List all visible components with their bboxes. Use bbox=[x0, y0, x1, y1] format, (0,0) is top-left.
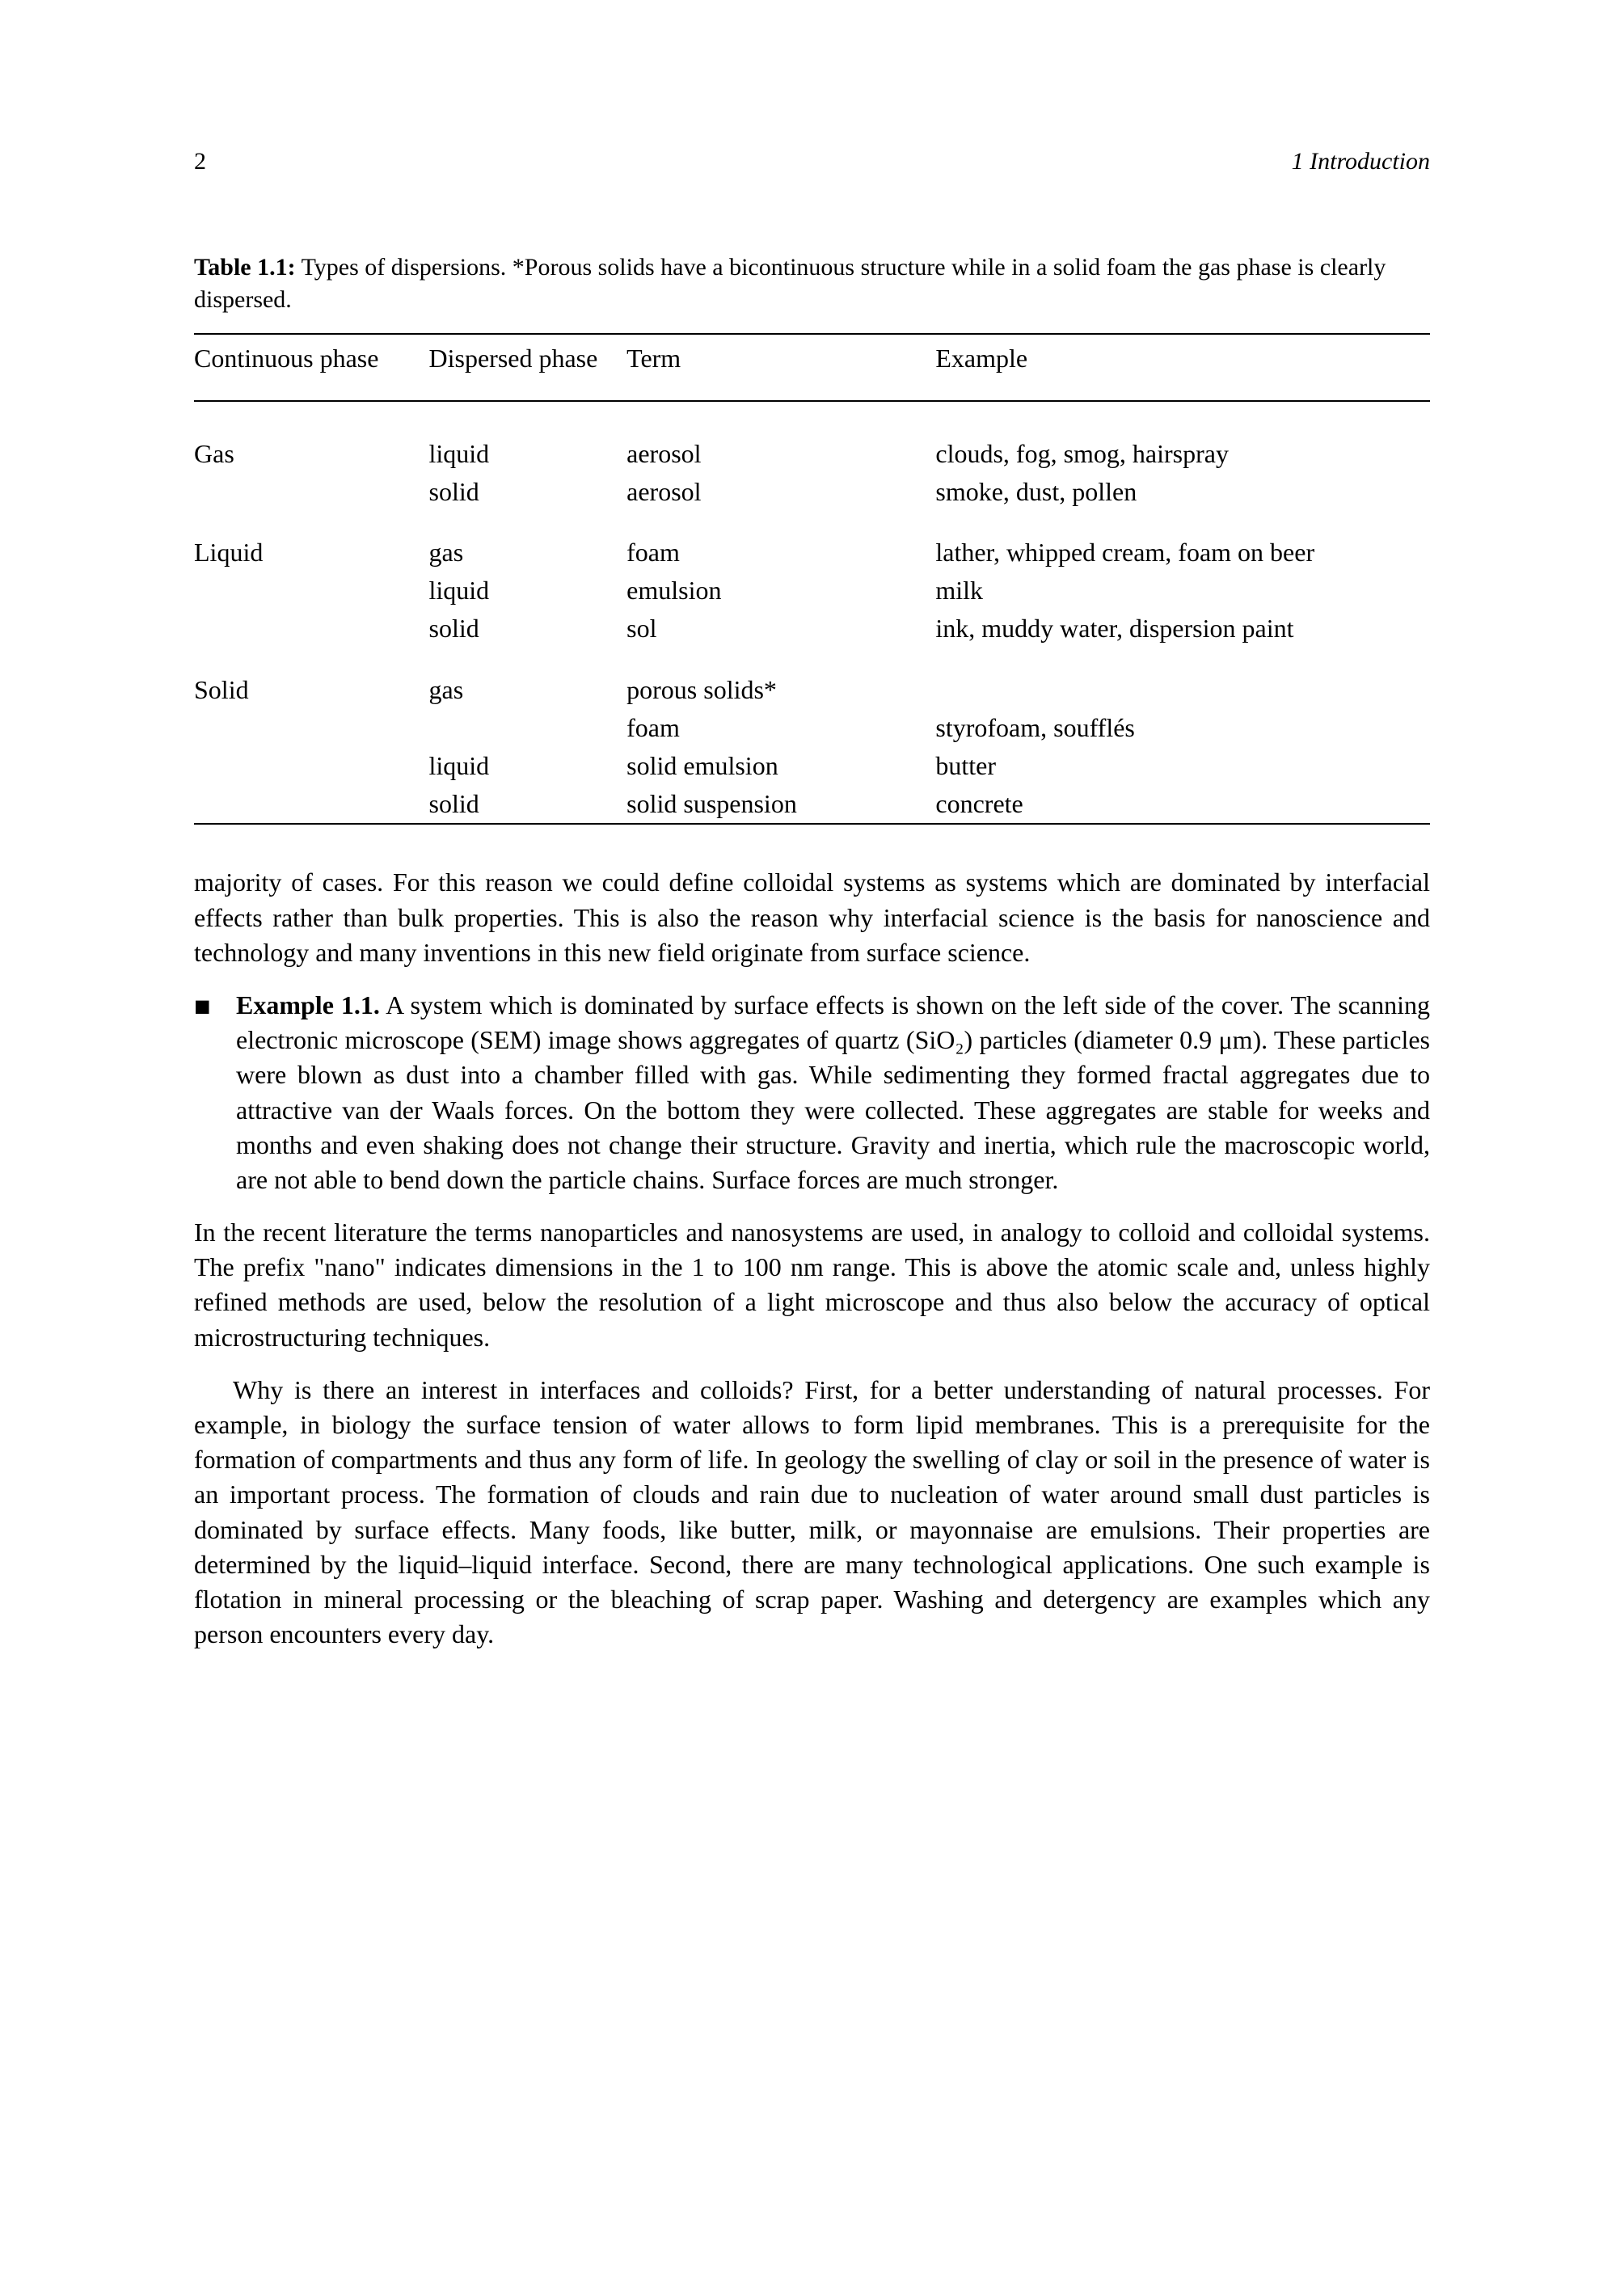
page-header: 2 1 Introduction bbox=[194, 146, 1430, 179]
table-row: solid aerosol smoke, dust, pollen bbox=[194, 473, 1430, 511]
cell: Liquid bbox=[194, 534, 429, 572]
chapter-label: 1 Introduction bbox=[1292, 146, 1430, 179]
cell: liquid bbox=[429, 435, 627, 473]
example-body: A system which is dominated by surface e… bbox=[236, 990, 1430, 1194]
col-continuous: Continuous phase bbox=[194, 334, 429, 401]
cell: ink, muddy water, dispersion paint bbox=[935, 610, 1430, 648]
cell: Gas bbox=[194, 435, 429, 473]
group-gap bbox=[194, 412, 1430, 435]
cell: liquid bbox=[429, 572, 627, 610]
table-row: liquid emulsion milk bbox=[194, 572, 1430, 610]
table-caption-text: Types of dispersions. *Porous solids hav… bbox=[194, 254, 1386, 314]
cell: solid bbox=[429, 785, 627, 824]
cell: styrofoam, soufflés bbox=[935, 709, 1430, 747]
cell: Solid bbox=[194, 671, 429, 709]
col-dispersed: Dispersed phase bbox=[429, 334, 627, 401]
cell: aerosol bbox=[626, 435, 935, 473]
table-row: Gas liquid aerosol clouds, fog, smog, ha… bbox=[194, 435, 1430, 473]
cell: lather, whipped cream, foam on beer bbox=[935, 534, 1430, 572]
table-row: solid sol ink, muddy water, dispersion p… bbox=[194, 610, 1430, 648]
table-caption-label: Table 1.1: bbox=[194, 254, 296, 281]
cell: solid bbox=[429, 610, 627, 648]
cell bbox=[194, 709, 429, 747]
dispersions-table: Continuous phase Dispersed phase Term Ex… bbox=[194, 333, 1430, 825]
table-row: Liquid gas foam lather, whipped cream, f… bbox=[194, 534, 1430, 572]
paragraph-2: In the recent literature the terms nanop… bbox=[194, 1215, 1430, 1355]
example-label: Example 1.1. bbox=[236, 990, 380, 1019]
cell: gas bbox=[429, 534, 627, 572]
cell: smoke, dust, pollen bbox=[935, 473, 1430, 511]
cell bbox=[194, 610, 429, 648]
cell bbox=[194, 785, 429, 824]
cell bbox=[429, 709, 627, 747]
col-term: Term bbox=[626, 334, 935, 401]
table-row: solid solid suspension concrete bbox=[194, 785, 1430, 824]
header-separator bbox=[194, 401, 1430, 412]
cell: sol bbox=[626, 610, 935, 648]
table-row: foam styrofoam, soufflés bbox=[194, 709, 1430, 747]
cell: solid emulsion bbox=[626, 747, 935, 785]
table-caption: Table 1.1: Types of dispersions. *Porous… bbox=[194, 251, 1430, 317]
cell: foam bbox=[626, 534, 935, 572]
cell bbox=[935, 671, 1430, 709]
cell: emulsion bbox=[626, 572, 935, 610]
cell: porous solids* bbox=[626, 671, 935, 709]
cell: milk bbox=[935, 572, 1430, 610]
table-row: liquid solid emulsion butter bbox=[194, 747, 1430, 785]
paragraph-3: Why is there an interest in interfaces a… bbox=[194, 1373, 1430, 1653]
cell: solid suspension bbox=[626, 785, 935, 824]
page-number: 2 bbox=[194, 146, 206, 179]
cell: foam bbox=[626, 709, 935, 747]
example-bullet-icon: ■ bbox=[194, 988, 236, 1197]
table-header-row: Continuous phase Dispersed phase Term Ex… bbox=[194, 334, 1430, 401]
table-row: Solid gas porous solids* bbox=[194, 671, 1430, 709]
cell: concrete bbox=[935, 785, 1430, 824]
cell bbox=[194, 473, 429, 511]
example-text: Example 1.1. A system which is dominated… bbox=[236, 988, 1430, 1197]
example-block: ■ Example 1.1. A system which is dominat… bbox=[194, 988, 1430, 1197]
cell bbox=[194, 747, 429, 785]
cell: butter bbox=[935, 747, 1430, 785]
group-gap bbox=[194, 511, 1430, 534]
cell: clouds, fog, smog, hairspray bbox=[935, 435, 1430, 473]
cell: gas bbox=[429, 671, 627, 709]
cell: solid bbox=[429, 473, 627, 511]
cell: liquid bbox=[429, 747, 627, 785]
cell bbox=[194, 572, 429, 610]
group-gap bbox=[194, 648, 1430, 671]
paragraph-1: majority of cases. For this reason we co… bbox=[194, 865, 1430, 970]
col-example: Example bbox=[935, 334, 1430, 401]
cell: aerosol bbox=[626, 473, 935, 511]
